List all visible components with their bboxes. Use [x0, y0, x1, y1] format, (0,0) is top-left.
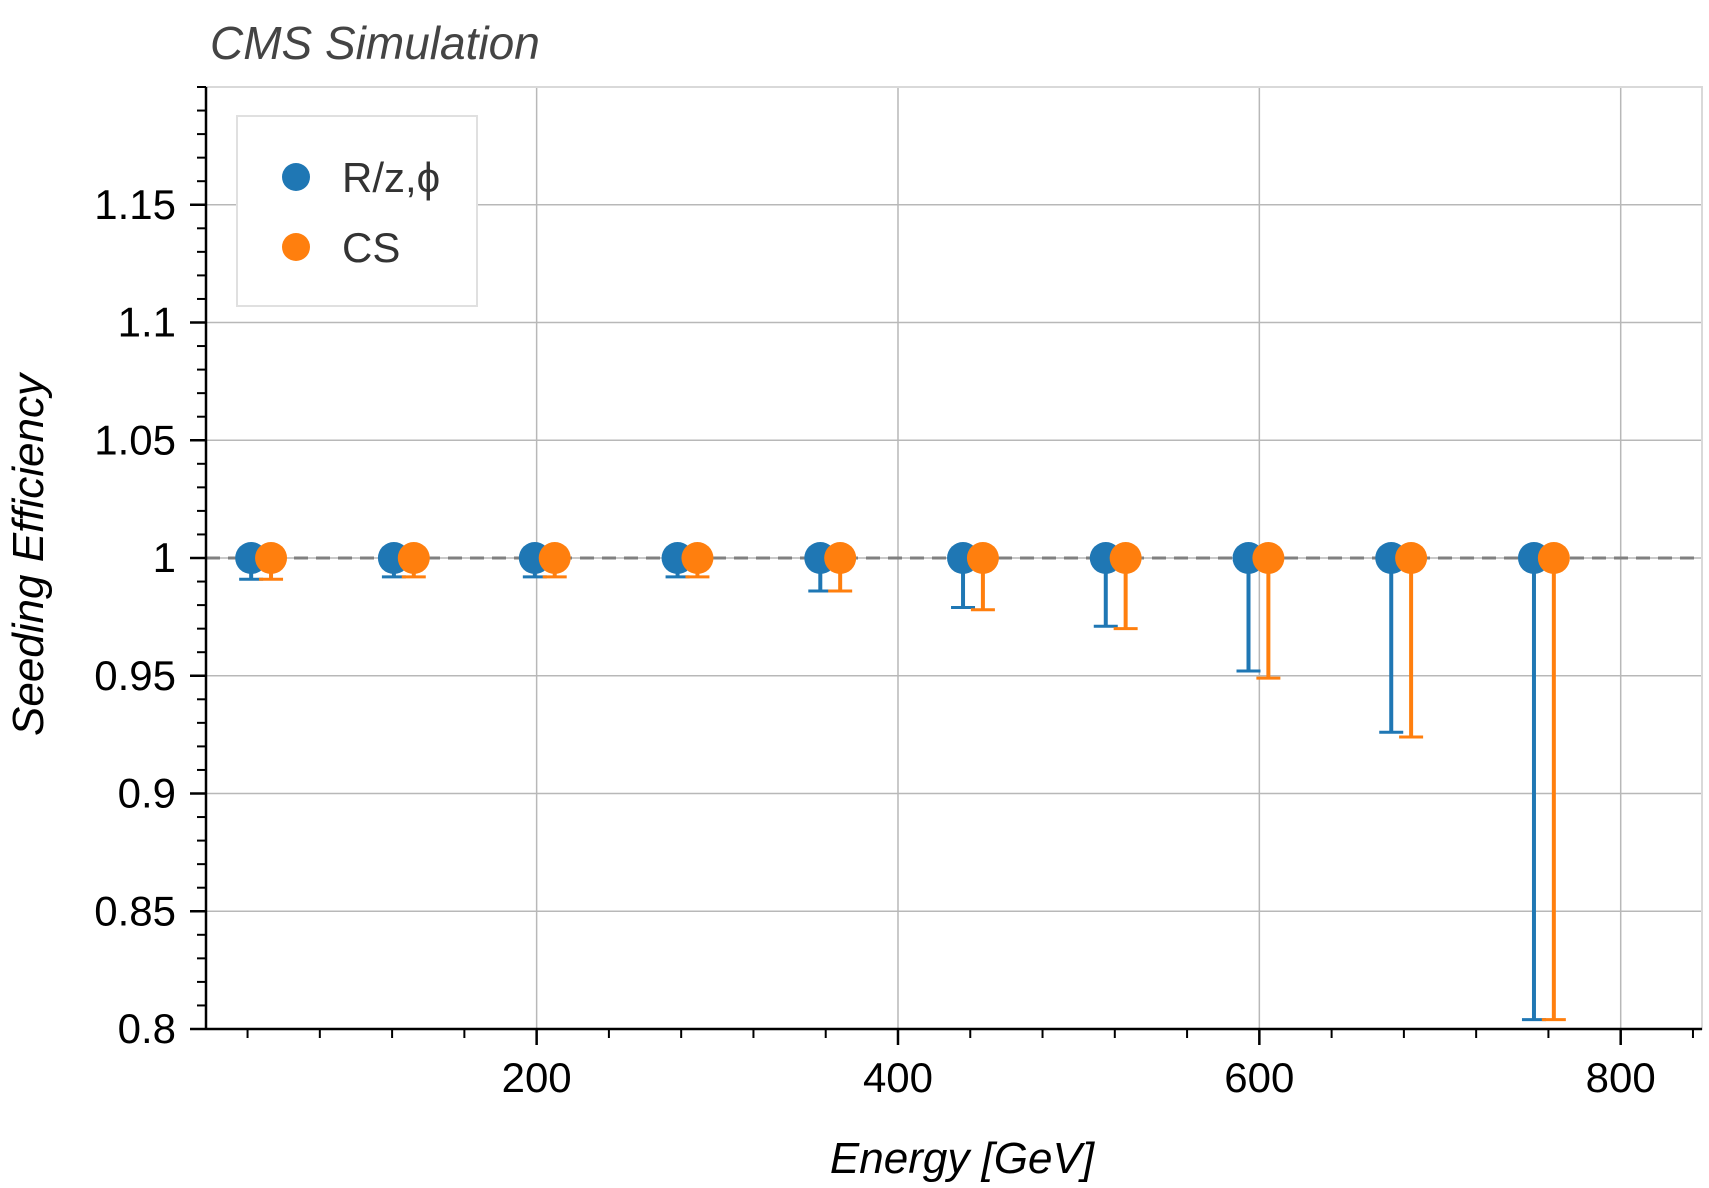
data-point [824, 542, 857, 574]
data-point [1252, 542, 1285, 574]
y-tick-label: 1 [153, 534, 176, 581]
y-tick-label: 0.9 [118, 770, 176, 817]
y-axis-label: Seeding Efficiency [4, 371, 53, 736]
y-tick-label: 1.1 [118, 299, 176, 346]
y-tick-label: 0.85 [94, 887, 176, 934]
data-point [966, 542, 999, 574]
data-layer [235, 542, 1570, 1022]
data-point [255, 542, 288, 574]
x-axis-label: Energy [GeV] [830, 1134, 1096, 1183]
data-point [1537, 542, 1570, 574]
x-tick-label: 200 [502, 1054, 572, 1101]
legend: R/z,ϕ CS [236, 115, 478, 307]
y-tick-label: 1.15 [94, 181, 176, 228]
chart-title: CMS Simulation [210, 17, 540, 69]
legend-label: CS [342, 224, 400, 271]
y-tick-label: 0.8 [118, 1005, 176, 1052]
y-tick-label: 1.05 [94, 416, 176, 463]
data-point [397, 542, 430, 574]
x-tick-label: 800 [1586, 1054, 1656, 1101]
legend-marker [282, 163, 310, 191]
data-point [681, 542, 714, 574]
data-point [538, 542, 571, 574]
legend-label: R/z,ϕ [342, 154, 440, 201]
axes: 0.8 0.85 0.9 0.95 1 1.05 1.1 1.15 200 400 600 800 [94, 86, 1702, 1101]
y-tick-label: 0.95 [94, 652, 176, 699]
x-tick-label: 600 [1224, 1054, 1294, 1101]
x-tick-label: 400 [863, 1054, 933, 1101]
legend-items: R/z,ϕ CS [282, 154, 440, 271]
legend-box [236, 115, 478, 307]
data-point [1395, 542, 1428, 574]
legend-marker [282, 233, 310, 261]
data-point [1109, 542, 1142, 574]
